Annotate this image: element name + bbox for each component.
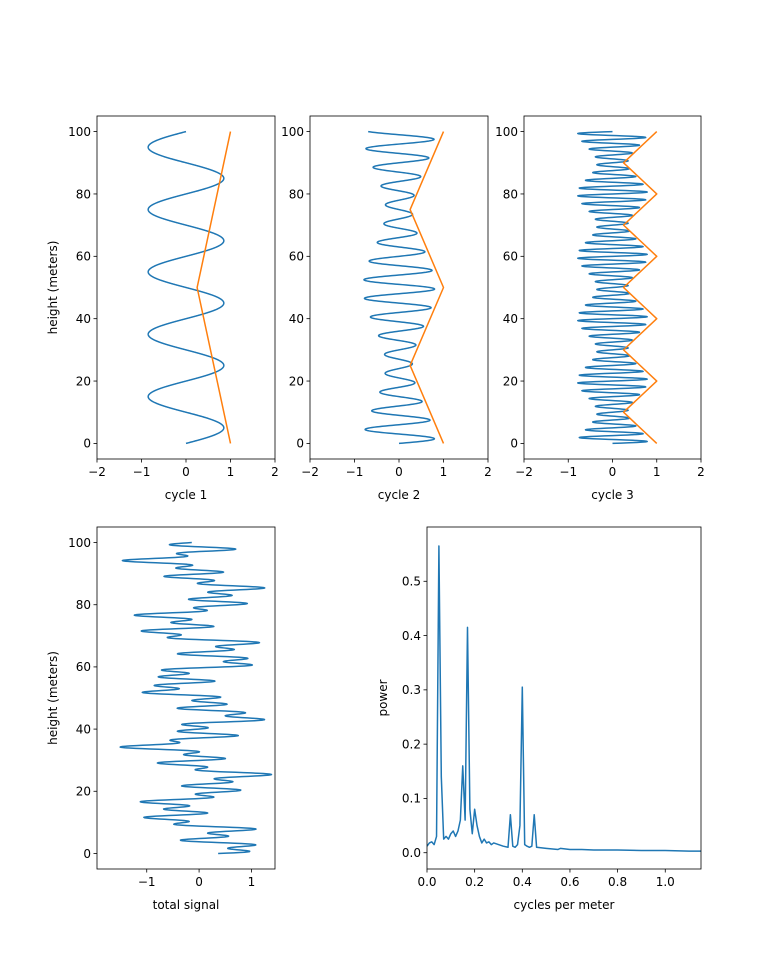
x-axis-label: total signal <box>153 898 220 912</box>
x-tick-label: −1 <box>138 875 156 889</box>
y-tick-label: 80 <box>503 187 518 201</box>
x-tick-label: 0.2 <box>465 875 484 889</box>
x-tick-label: −1 <box>133 465 151 479</box>
y-tick-label: 0.0 <box>402 846 421 860</box>
series-line-1 <box>427 545 701 852</box>
series-line-1 <box>363 130 436 445</box>
y-tick-label: 20 <box>503 374 518 388</box>
x-tick-label: −2 <box>88 465 106 479</box>
x-tick-label: 1.0 <box>656 875 675 889</box>
x-tick-label: −1 <box>559 465 577 479</box>
series-line-1 <box>577 130 648 445</box>
plot-area <box>577 130 658 445</box>
x-axis-label: cycle 3 <box>591 488 633 502</box>
y-tick-label: 40 <box>503 312 518 326</box>
y-tick-label: 0.3 <box>402 683 421 697</box>
plot-area <box>427 545 701 852</box>
y-tick-label: 40 <box>76 722 91 736</box>
subplot-5: 0.0 0.2 0.4 0.6 0.8 1.0 0.0 0.1 0.2 0.3 0.4 0.5 cycl… <box>376 526 702 912</box>
y-tick-label: 100 <box>68 125 91 139</box>
plot-area <box>147 130 232 445</box>
x-tick-label: 0 <box>609 465 617 479</box>
x-tick-label: 0.6 <box>560 875 579 889</box>
x-tick-label: 0.8 <box>608 875 627 889</box>
series-line-2 <box>409 131 445 444</box>
plot-area <box>119 541 273 855</box>
x-tick-label: 0 <box>195 875 203 889</box>
x-tick-label: −2 <box>515 465 533 479</box>
x-tick-label: 1 <box>227 465 235 479</box>
y-tick-label: 0 <box>296 437 304 451</box>
plot-area <box>363 130 445 445</box>
y-tick-label: 0.4 <box>402 629 421 643</box>
y-axis-label: height (meters) <box>46 241 60 335</box>
x-tick-label: 0 <box>395 465 403 479</box>
y-tick-label: 60 <box>503 250 518 264</box>
x-tick-label: −1 <box>346 465 364 479</box>
y-tick-label: 60 <box>289 250 304 264</box>
axes-frame <box>426 526 702 870</box>
x-tick-label: 1 <box>248 875 256 889</box>
y-axis-label: height (meters) <box>46 651 60 745</box>
x-tick-label: 2 <box>697 465 705 479</box>
y-tick-label: 20 <box>289 374 304 388</box>
y-tick-label: 100 <box>68 536 91 550</box>
y-tick-label: 0.2 <box>402 737 421 751</box>
y-tick-label: 0 <box>510 437 518 451</box>
y-tick-label: 80 <box>76 598 91 612</box>
y-tick-label: 100 <box>281 125 304 139</box>
y-tick-label: 60 <box>76 660 91 674</box>
y-tick-label: 0 <box>83 847 91 861</box>
y-axis-label: power <box>376 679 390 716</box>
y-tick-label: 80 <box>289 187 304 201</box>
x-axis-label: cycles per meter <box>514 898 615 912</box>
x-tick-label: 0 <box>182 465 190 479</box>
y-tick-label: 80 <box>76 187 91 201</box>
y-tick-label: 0.1 <box>402 792 421 806</box>
x-tick-label: −2 <box>301 465 319 479</box>
axes-frame <box>96 526 276 870</box>
x-tick-label: 0.0 <box>417 875 436 889</box>
x-tick-label: 1 <box>440 465 448 479</box>
y-tick-label: 60 <box>76 250 91 264</box>
y-tick-label: 0.5 <box>402 575 421 589</box>
y-tick-label: 100 <box>495 125 518 139</box>
x-tick-label: 2 <box>484 465 492 479</box>
series-line-2 <box>622 131 658 444</box>
y-tick-label: 20 <box>76 374 91 388</box>
x-tick-label: 2 <box>271 465 279 479</box>
x-tick-label: 1 <box>653 465 661 479</box>
series-line-1 <box>119 541 273 855</box>
x-axis-label: cycle 2 <box>378 488 420 502</box>
y-tick-label: 0 <box>83 437 91 451</box>
x-axis-label: cycle 1 <box>165 488 207 502</box>
x-tick-label: 0.4 <box>513 875 532 889</box>
y-tick-label: 40 <box>289 312 304 326</box>
y-tick-label: 20 <box>76 785 91 799</box>
y-tick-label: 40 <box>76 312 91 326</box>
series-line-2 <box>196 131 232 444</box>
